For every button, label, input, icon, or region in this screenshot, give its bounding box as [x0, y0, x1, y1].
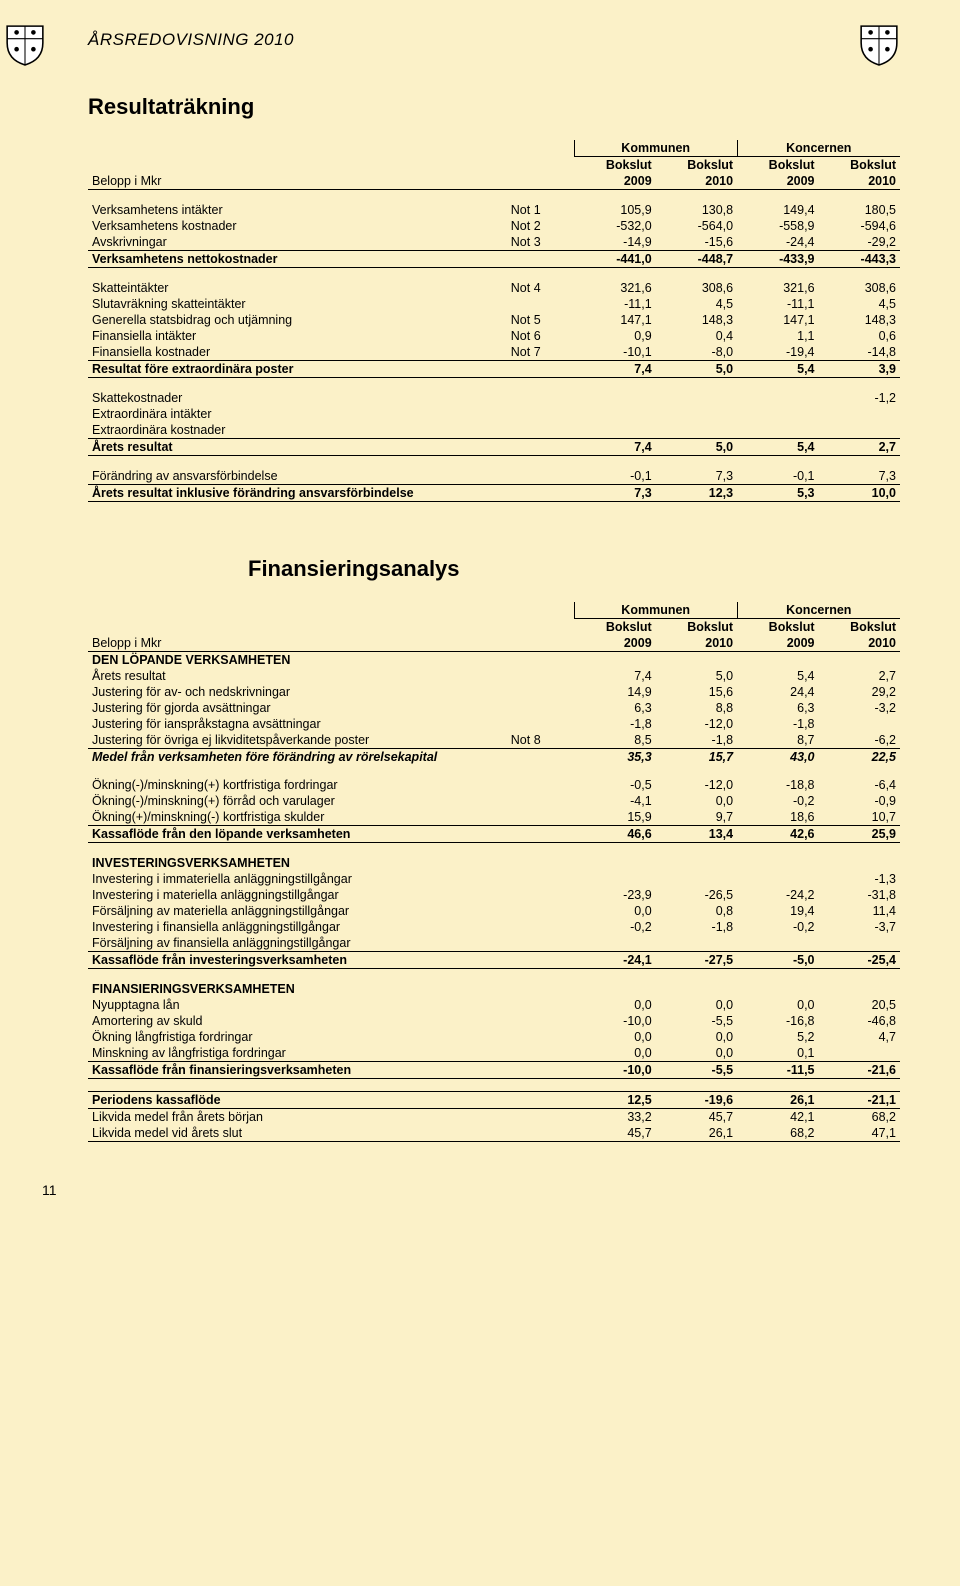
table-row: SkatteintäkterNot 4321,6308,6321,6308,6	[88, 280, 900, 296]
page-number: 11	[42, 1182, 900, 1198]
table-row: Förändring av ansvarsförbindelse-0,17,3-…	[88, 468, 900, 485]
table-row: AvskrivningarNot 3-14,9-15,6-24,4-29,2	[88, 234, 900, 251]
table-row: Verksamhetens intäkterNot 1105,9130,8149…	[88, 202, 900, 218]
table-row: Justering för av- och nedskrivningar14,9…	[88, 684, 900, 700]
table-row: Nyupptagna lån0,00,00,020,5	[88, 997, 900, 1013]
table-section-header: DEN LÖPANDE VERKSAMHETEN	[88, 652, 900, 669]
table-row-subtotal: Kassaflöde från investeringsverksamheten…	[88, 952, 900, 969]
table-row-subtotal: Verksamhetens nettokostnader-441,0-448,7…	[88, 251, 900, 268]
table-row-subtotal: Medel från verksamheten före förändring …	[88, 749, 900, 766]
table-row: Skattekostnader-1,2	[88, 390, 900, 406]
financing-table: Kommunen Koncernen BokslutBokslut Bokslu…	[88, 602, 900, 1142]
table-row: Ökning(+)/minskning(-) kortfristiga skul…	[88, 809, 900, 826]
table-row: Försäljning av materiella anläggningstil…	[88, 903, 900, 919]
table-row: Generella statsbidrag och utjämningNot 5…	[88, 312, 900, 328]
crest-left-icon	[4, 24, 46, 66]
table-row: Årets resultat7,45,05,42,7	[88, 668, 900, 684]
table-row: Investering i immateriella anläggningsti…	[88, 871, 900, 887]
col-group-kommunen: Kommunen	[574, 140, 737, 157]
col-group-koncernen: Koncernen	[737, 140, 900, 157]
table-row-subtotal: Kassaflöde från den löpande verksamheten…	[88, 826, 900, 843]
table-row: Ökning(-)/minskning(+) förråd och varula…	[88, 793, 900, 809]
table-row-total: Årets resultat7,45,05,42,7	[88, 439, 900, 456]
table-row: Ökning(-)/minskning(+) kortfristiga ford…	[88, 777, 900, 793]
section-title-resultatrakning: Resultaträkning	[88, 94, 900, 120]
table-row: Amortering av skuld-10,0-5,5-16,8-46,8	[88, 1013, 900, 1029]
table-row: Verksamhetens kostnaderNot 2-532,0-564,0…	[88, 218, 900, 234]
table-row: Justering för ianspråkstagna avsättninga…	[88, 716, 900, 732]
table-row: Försäljning av finansiella anläggningsti…	[88, 935, 900, 952]
result-table: Kommunen Koncernen BokslutBokslut Bokslu…	[88, 140, 900, 502]
table-row-subtotal: Resultat före extraordinära poster7,45,0…	[88, 361, 900, 378]
table-row: Investering i finansiella anläggningstil…	[88, 919, 900, 935]
table-row: Likvida medel från årets början33,245,74…	[88, 1109, 900, 1126]
table-row: Justering för gjorda avsättningar6,38,86…	[88, 700, 900, 716]
table-row: Finansiella intäkterNot 60,90,41,10,6	[88, 328, 900, 344]
table-row: Finansiella kostnaderNot 7-10,1-8,0-19,4…	[88, 344, 900, 361]
table-row: Extraordinära kostnader	[88, 422, 900, 439]
section-title-finansieringsanalys: Finansieringsanalys	[248, 556, 900, 582]
col-group-koncernen: Koncernen	[737, 602, 900, 619]
table-section-header: FINANSIERINGSVERKSAMHETEN	[88, 981, 900, 997]
table-row-subtotal: Kassaflöde från finansieringsverksamhete…	[88, 1062, 900, 1079]
table-row: Minskning av långfristiga fordringar0,00…	[88, 1045, 900, 1062]
table-row: Justering för övriga ej likviditetspåver…	[88, 732, 900, 749]
table-row-total: Årets resultat inklusive förändring ansv…	[88, 485, 900, 502]
doc-title: ÅRSREDOVISNING 2010	[88, 30, 294, 50]
table-row-total: Periodens kassaflöde12,5-19,626,1-21,1	[88, 1092, 900, 1109]
table-row: Slutavräkning skatteintäkter-11,14,5-11,…	[88, 296, 900, 312]
table-row: Extraordinära intäkter	[88, 406, 900, 422]
table-row: Likvida medel vid årets slut45,726,168,2…	[88, 1125, 900, 1142]
crest-right-icon	[858, 24, 900, 66]
table-row: Ökning långfristiga fordringar0,00,05,24…	[88, 1029, 900, 1045]
page-header: ÅRSREDOVISNING 2010	[88, 30, 900, 66]
table-section-header: INVESTERINGSVERKSAMHETEN	[88, 855, 900, 871]
col-group-kommunen: Kommunen	[574, 602, 737, 619]
table-row: Investering i materiella anläggningstill…	[88, 887, 900, 903]
